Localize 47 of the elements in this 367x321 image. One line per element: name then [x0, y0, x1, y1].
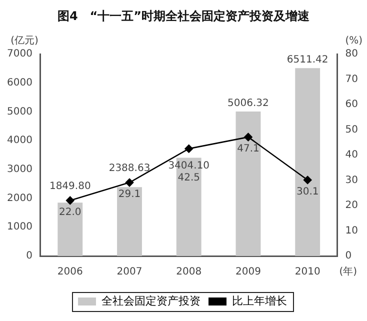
- data-label: 2388.63: [108, 163, 150, 174]
- y2-tick-label: 50: [345, 124, 358, 136]
- x-tick-label: 2007: [116, 266, 142, 278]
- y2-tick-label: 30: [345, 174, 358, 186]
- y-tick-label: 0: [26, 250, 32, 262]
- point: [303, 176, 312, 184]
- x-axis-title: (年): [339, 266, 358, 278]
- data-label: 1849.80: [49, 181, 91, 192]
- y-tick-label: 6000: [6, 77, 32, 88]
- bar: [295, 68, 320, 256]
- y2-tick-label: 0: [345, 250, 352, 262]
- y-tick-label: 5000: [6, 106, 32, 118]
- data-label: 22.0: [59, 207, 82, 218]
- y-tick-label: 1000: [6, 222, 32, 233]
- legend-label: 比上年增长: [232, 294, 287, 308]
- legend-label: 全社会固定资产投资: [102, 294, 200, 308]
- bar: [58, 202, 83, 256]
- point: [66, 196, 74, 205]
- y2-tick-label: 80: [345, 48, 358, 60]
- y2-tick-label: 10: [345, 225, 358, 236]
- x-tick-label: 2006: [57, 266, 83, 278]
- data-label: 3404.10: [168, 160, 210, 172]
- y-tick-label: 2000: [6, 192, 32, 204]
- data-label: 6511.42: [286, 54, 328, 66]
- data-label: 30.1: [296, 186, 319, 198]
- data-label: 47.1: [237, 144, 260, 155]
- bar: [117, 187, 142, 256]
- point: [244, 132, 252, 142]
- y-tick-label: 4000: [6, 135, 32, 146]
- point: [125, 178, 134, 187]
- point: [184, 144, 194, 153]
- y2-tick-label: 40: [345, 150, 358, 161]
- x-tick-label: 2010: [294, 266, 320, 278]
- y-tick-label: 7000: [6, 48, 32, 60]
- x-tick-label: 2009: [236, 266, 261, 278]
- data-label: 29.1: [118, 189, 141, 200]
- y2-tick-label: 20: [345, 200, 358, 212]
- data-label: 5006.32: [228, 98, 269, 110]
- y-axis-title: (亿元): [10, 36, 39, 47]
- chart-title: 图4 “十一五”时期全社会固定资产投资及增速: [56, 8, 311, 25]
- y-tick-label: 3000: [6, 164, 32, 176]
- bar: [236, 112, 261, 256]
- y2-tick-label: 70: [345, 74, 358, 85]
- y2-tick-label: 60: [345, 99, 358, 110]
- y2-axis-title: (%): [345, 36, 363, 47]
- data-label: 42.5: [178, 172, 200, 184]
- x-tick-label: 2008: [176, 266, 202, 278]
